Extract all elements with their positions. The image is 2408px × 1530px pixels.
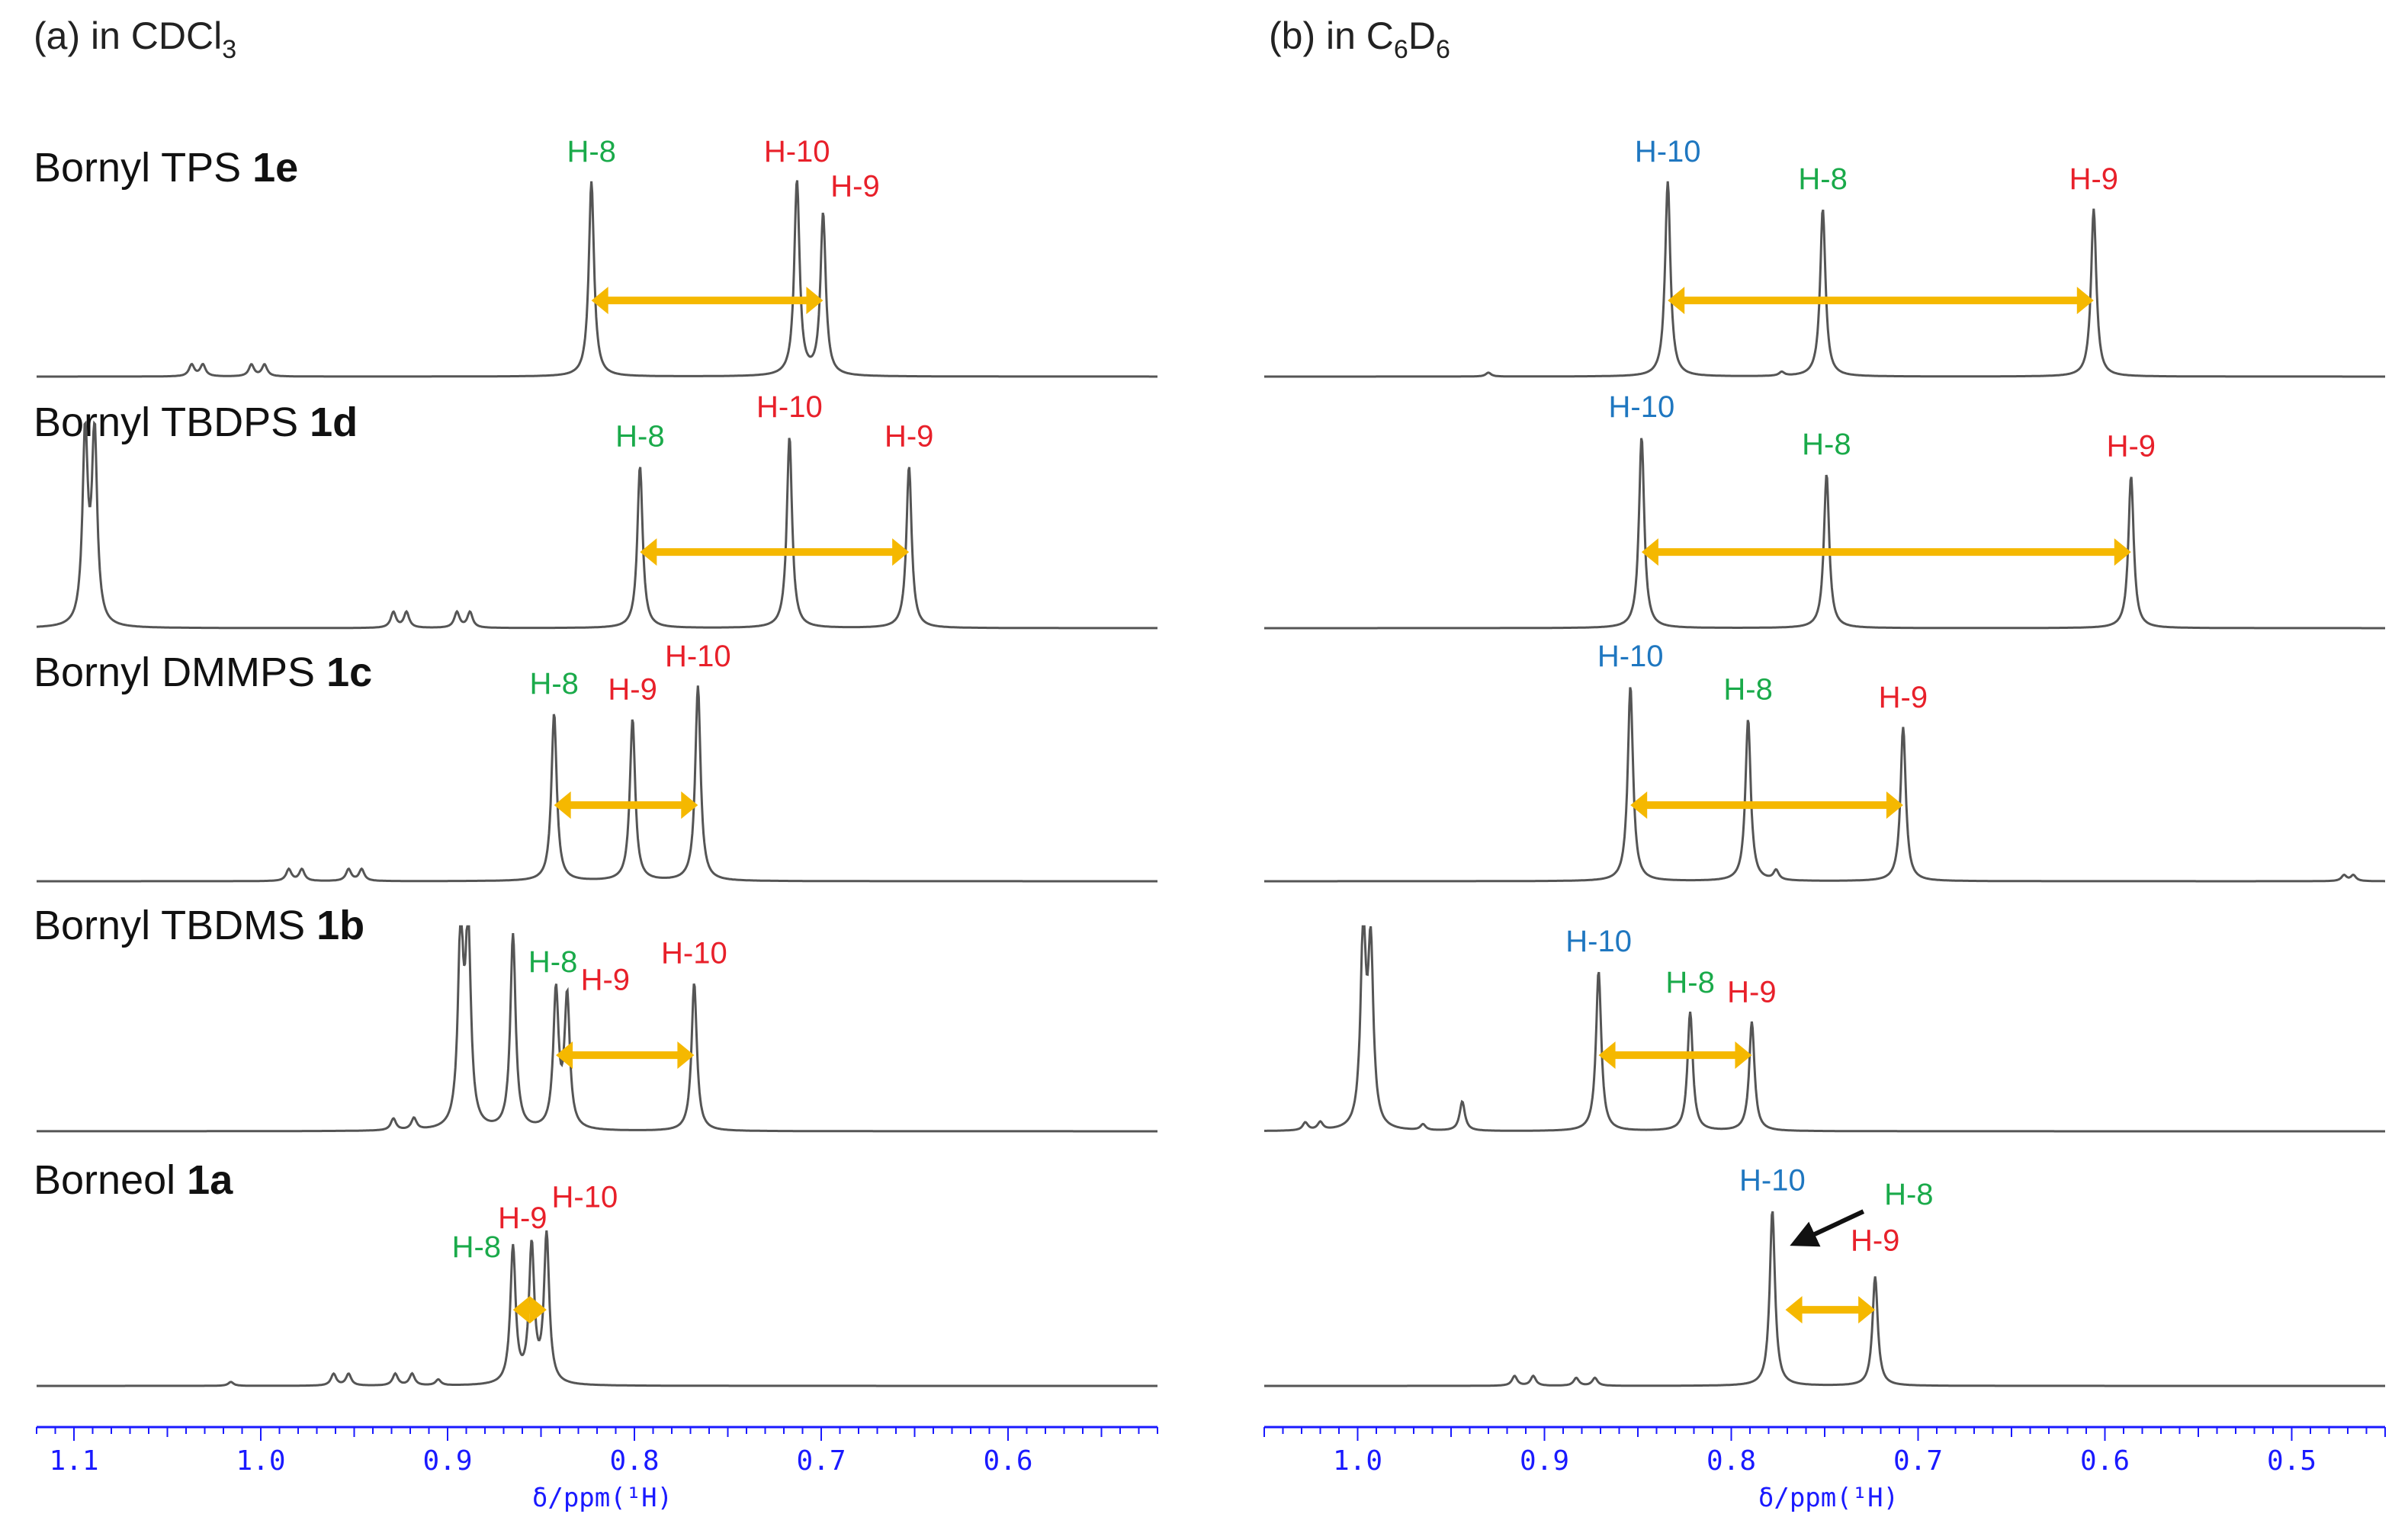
peak-label-b-3-h-8: H-8 (1723, 673, 1772, 707)
peak-label-a-1-h-8: H-8 (567, 135, 615, 168)
coupling-arrow-b-4 (1598, 1041, 1752, 1070)
compound-id-1d: 1d (310, 399, 358, 445)
compound-label-1b: Bornyl TBDMS (34, 903, 305, 948)
peak-label-a-2-h-10: H-10 (756, 390, 823, 424)
peak-label-a-1-h-9: H-9 (830, 170, 879, 204)
peak-label-b-1-h-10: H-10 (1635, 135, 1701, 168)
compound-label-1c: Bornyl DMMPS (34, 650, 315, 695)
peak-label-a-3-h-10: H-10 (665, 640, 731, 673)
spectrum-trace-b-2 (1264, 438, 2385, 630)
compound-id-1b: 1b (316, 903, 364, 948)
spectrum-trace-a-3 (37, 685, 1157, 883)
panel-b-title-sub2: 6 (1436, 35, 1450, 64)
panel-a-axis-title: δ/ppm(¹H) (532, 1483, 673, 1513)
peak-label-b-4-h-8: H-8 (1665, 966, 1714, 999)
peak-label-b-5-h-9: H-9 (1851, 1224, 1899, 1258)
tick-label-a-0.8: 0.8 (609, 1445, 659, 1477)
pointer-arrow (1790, 1209, 1865, 1247)
panel-b-title-prefix: (b) in C (1269, 14, 1394, 57)
compound-label-1e: Bornyl TPS (34, 145, 241, 191)
peak-label-a-4-h-10: H-10 (661, 936, 727, 970)
coupling-arrow-a-1 (591, 287, 824, 315)
peak-label-b-2-h-10: H-10 (1609, 390, 1675, 424)
coupling-arrow-a-3 (554, 791, 698, 820)
spectrum-traces (36, 180, 2385, 1387)
peak-label-a-4-h-9: H-9 (581, 964, 630, 997)
tick-label-a-0.7: 0.7 (796, 1445, 846, 1477)
compound-id-1c: 1c (326, 650, 372, 695)
tick-label-b-0.5: 0.5 (2267, 1445, 2316, 1477)
spectrum-trace-a-2 (36, 420, 1157, 630)
tick-label-a-0.6: 0.6 (983, 1445, 1032, 1477)
peak-label-b-4-h-10: H-10 (1565, 925, 1632, 958)
spectrum-trace-b-4 (1264, 925, 2385, 1133)
compound-name-1b: Bornyl TBDMS 1b (34, 903, 364, 948)
coupling-arrow-a-4 (556, 1041, 695, 1070)
tick-label-b-0.7: 0.7 (1893, 1445, 1943, 1477)
compound-label-1d: Bornyl TBDPS (34, 399, 298, 445)
spectrum-trace-b-1 (1264, 181, 2385, 378)
panel-a-title: (a) in CDCl3 (34, 14, 236, 64)
coupling-arrows (512, 287, 2131, 1324)
panel-b-title: (b) in C6D6 (1269, 14, 1450, 64)
tick-label-b-0.9: 0.9 (1520, 1445, 1569, 1477)
compound-name-1c: Bornyl DMMPS 1c (34, 650, 372, 695)
peak-label-a-4-h-8: H-8 (528, 945, 577, 979)
compound-id-1a: 1a (187, 1157, 233, 1203)
spectrum-trace-b-3 (1264, 687, 2385, 883)
spectrum-trace-b-5 (1264, 1211, 2385, 1387)
panel-b-axis-title: δ/ppm(¹H) (1758, 1483, 1899, 1513)
peak-labels: H-8 H-10H-9H-8H-10H-9H-8 H-9H-10H-8H-9H-10… (452, 135, 2156, 1264)
peak-label-b-3-h-9: H-9 (1879, 681, 1928, 714)
peak-label-b-3-h-10: H-10 (1597, 640, 1664, 673)
coupling-arrow-a-5 (512, 1296, 547, 1324)
tick-label-a-1.0: 1.0 (236, 1445, 285, 1477)
panel-b-title-sub1: 6 (1394, 35, 1408, 64)
spectrum-trace-a-1 (37, 180, 1157, 378)
tick-label-a-0.9: 0.9 (422, 1445, 472, 1477)
coupling-arrow-b-3 (1630, 791, 1903, 820)
coupling-arrow-b-1 (1668, 287, 2094, 315)
panel-b-title-mid: D (1408, 14, 1436, 57)
tick-label-a-1.1: 1.1 (49, 1445, 98, 1477)
compound-name-1e: Bornyl TPS 1e (34, 145, 298, 191)
spectrum-trace-a-4 (37, 925, 1157, 1133)
coupling-arrow-b-5 (1785, 1296, 1876, 1324)
peak-label-b-4-h-9: H-9 (1727, 976, 1776, 1009)
peak-label-b-2-h-9: H-9 (2107, 429, 2156, 463)
panel-a-title-sub: 3 (222, 35, 236, 64)
tick-label-b-1.0: 1.0 (1333, 1445, 1382, 1477)
compound-label-1a: Borneol (34, 1157, 175, 1203)
compound-name-1a: Borneol 1a (34, 1157, 233, 1203)
coupling-arrow-b-2 (1641, 538, 2131, 566)
peak-label-b-1-h-8: H-8 (1798, 162, 1847, 196)
peak-label-a-1-h-10: H-10 (764, 135, 830, 168)
compound-id-1e: 1e (252, 145, 298, 191)
peak-label-a-5-h-8: H-8 (452, 1230, 501, 1264)
peak-label-a-5-h-10: H-10 (552, 1180, 618, 1214)
tick-label-b-0.8: 0.8 (1706, 1445, 1756, 1477)
peak-label-b-1-h-9: H-9 (2069, 162, 2118, 196)
peak-label-b-5-h-10: H-10 (1739, 1164, 1806, 1198)
peak-label-a-3-h-9: H-9 (608, 673, 657, 707)
peak-label-a-2-h-9: H-9 (885, 420, 933, 454)
peak-label-b-5-h-8: H-8 (1884, 1178, 1933, 1211)
panel-a-title-prefix: (a) in CDCl (34, 14, 222, 57)
peak-label-b-2-h-8: H-8 (1802, 428, 1851, 461)
compound-name-1d: Bornyl TBDPS 1d (34, 399, 358, 445)
peak-label-a-2-h-8: H-8 (615, 420, 664, 454)
spectrum-trace-a-5 (37, 1230, 1157, 1387)
peak-label-a-3-h-8: H-8 (529, 667, 578, 701)
ppm-axes: 1.1 1.0 0.9 0.8 0.7 0.6 1.0 0.9 0.8 0.7 0.6 0.5 (36, 1426, 2386, 1477)
coupling-arrow-a-2 (640, 538, 910, 566)
peak-label-a-5-h-9: H-9 (498, 1201, 547, 1235)
tick-label-b-0.6: 0.6 (2080, 1445, 2130, 1477)
